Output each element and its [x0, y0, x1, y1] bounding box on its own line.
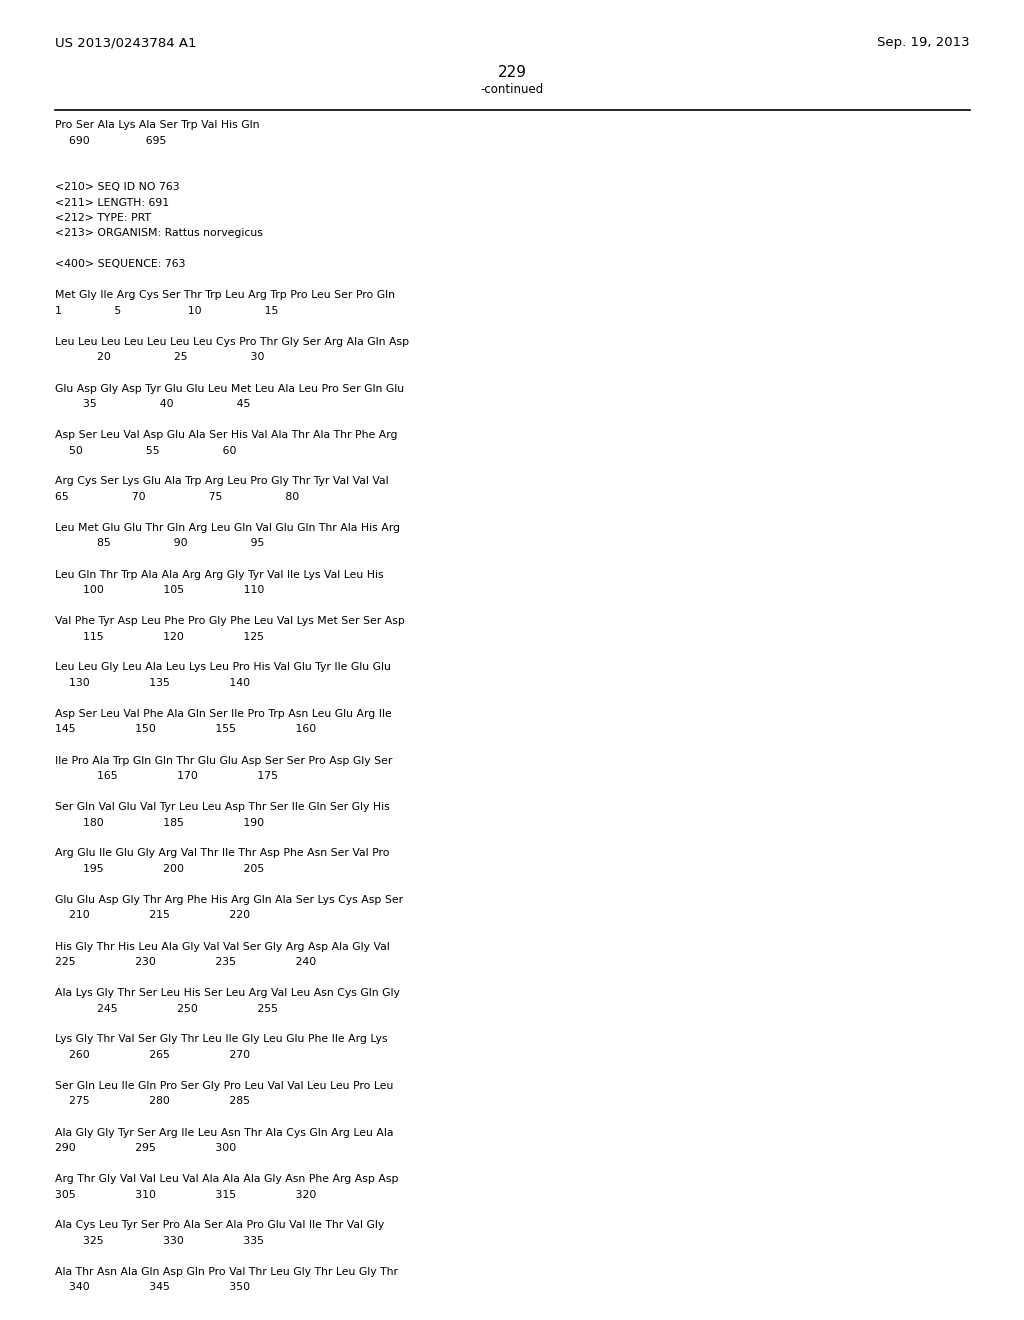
Text: 195                 200                 205: 195 200 205 — [55, 865, 264, 874]
Text: Ala Cys Leu Tyr Ser Pro Ala Ser Ala Pro Glu Val Ile Thr Val Gly: Ala Cys Leu Tyr Ser Pro Ala Ser Ala Pro … — [55, 1221, 384, 1230]
Text: Ala Lys Gly Thr Ser Leu His Ser Leu Arg Val Leu Asn Cys Gln Gly: Ala Lys Gly Thr Ser Leu His Ser Leu Arg … — [55, 987, 400, 998]
Text: Arg Cys Ser Lys Glu Ala Trp Arg Leu Pro Gly Thr Tyr Val Val Val: Arg Cys Ser Lys Glu Ala Trp Arg Leu Pro … — [55, 477, 389, 487]
Text: 100                 105                 110: 100 105 110 — [55, 585, 264, 595]
Text: Val Phe Tyr Asp Leu Phe Pro Gly Phe Leu Val Lys Met Ser Ser Asp: Val Phe Tyr Asp Leu Phe Pro Gly Phe Leu … — [55, 616, 404, 626]
Text: <210> SEQ ID NO 763: <210> SEQ ID NO 763 — [55, 182, 179, 191]
Text: Asp Ser Leu Val Phe Ala Gln Ser Ile Pro Trp Asn Leu Glu Arg Ile: Asp Ser Leu Val Phe Ala Gln Ser Ile Pro … — [55, 709, 392, 719]
Text: Asp Ser Leu Val Asp Glu Ala Ser His Val Ala Thr Ala Thr Phe Arg: Asp Ser Leu Val Asp Glu Ala Ser His Val … — [55, 430, 397, 440]
Text: 245                 250                 255: 245 250 255 — [55, 1003, 278, 1014]
Text: <212> TYPE: PRT: <212> TYPE: PRT — [55, 213, 151, 223]
Text: 229: 229 — [498, 65, 526, 81]
Text: <400> SEQUENCE: 763: <400> SEQUENCE: 763 — [55, 260, 185, 269]
Text: Glu Glu Asp Gly Thr Arg Phe His Arg Gln Ala Ser Lys Cys Asp Ser: Glu Glu Asp Gly Thr Arg Phe His Arg Gln … — [55, 895, 403, 906]
Text: 145                 150                 155                 160: 145 150 155 160 — [55, 725, 316, 734]
Text: Ile Pro Ala Trp Gln Gln Thr Glu Glu Asp Ser Ser Pro Asp Gly Ser: Ile Pro Ala Trp Gln Gln Thr Glu Glu Asp … — [55, 755, 392, 766]
Text: Sep. 19, 2013: Sep. 19, 2013 — [878, 36, 970, 49]
Text: His Gly Thr His Leu Ala Gly Val Val Ser Gly Arg Asp Ala Gly Val: His Gly Thr His Leu Ala Gly Val Val Ser … — [55, 941, 390, 952]
Text: 275                 280                 285: 275 280 285 — [55, 1097, 250, 1106]
Text: 340                 345                 350: 340 345 350 — [55, 1283, 250, 1292]
Text: Ser Gln Val Glu Val Tyr Leu Leu Asp Thr Ser Ile Gln Ser Gly His: Ser Gln Val Glu Val Tyr Leu Leu Asp Thr … — [55, 803, 390, 812]
Text: 50                  55                  60: 50 55 60 — [55, 446, 237, 455]
Text: Met Gly Ile Arg Cys Ser Thr Trp Leu Arg Trp Pro Leu Ser Pro Gln: Met Gly Ile Arg Cys Ser Thr Trp Leu Arg … — [55, 290, 395, 301]
Text: Leu Leu Leu Leu Leu Leu Leu Cys Pro Thr Gly Ser Arg Ala Gln Asp: Leu Leu Leu Leu Leu Leu Leu Cys Pro Thr … — [55, 337, 410, 347]
Text: 35                  40                  45: 35 40 45 — [55, 399, 251, 409]
Text: 260                 265                 270: 260 265 270 — [55, 1049, 250, 1060]
Text: 290                 295                 300: 290 295 300 — [55, 1143, 237, 1152]
Text: 305                 310                 315                 320: 305 310 315 320 — [55, 1189, 316, 1200]
Text: 1               5                   10                  15: 1 5 10 15 — [55, 306, 279, 315]
Text: Ala Gly Gly Tyr Ser Arg Ile Leu Asn Thr Ala Cys Gln Arg Leu Ala: Ala Gly Gly Tyr Ser Arg Ile Leu Asn Thr … — [55, 1127, 393, 1138]
Text: Leu Leu Gly Leu Ala Leu Lys Leu Pro His Val Glu Tyr Ile Glu Glu: Leu Leu Gly Leu Ala Leu Lys Leu Pro His … — [55, 663, 391, 672]
Text: 165                 170                 175: 165 170 175 — [55, 771, 278, 781]
Text: Glu Asp Gly Asp Tyr Glu Glu Leu Met Leu Ala Leu Pro Ser Gln Glu: Glu Asp Gly Asp Tyr Glu Glu Leu Met Leu … — [55, 384, 404, 393]
Text: 85                  90                  95: 85 90 95 — [55, 539, 264, 549]
Text: 690                695: 690 695 — [55, 136, 166, 145]
Text: 65                  70                  75                  80: 65 70 75 80 — [55, 492, 299, 502]
Text: 115                 120                 125: 115 120 125 — [55, 631, 264, 642]
Text: Arg Glu Ile Glu Gly Arg Val Thr Ile Thr Asp Phe Asn Ser Val Pro: Arg Glu Ile Glu Gly Arg Val Thr Ile Thr … — [55, 849, 389, 858]
Text: 225                 230                 235                 240: 225 230 235 240 — [55, 957, 316, 968]
Text: <213> ORGANISM: Rattus norvegicus: <213> ORGANISM: Rattus norvegicus — [55, 228, 263, 239]
Text: -continued: -continued — [480, 83, 544, 96]
Text: Pro Ser Ala Lys Ala Ser Trp Val His Gln: Pro Ser Ala Lys Ala Ser Trp Val His Gln — [55, 120, 259, 129]
Text: Lys Gly Thr Val Ser Gly Thr Leu Ile Gly Leu Glu Phe Ile Arg Lys: Lys Gly Thr Val Ser Gly Thr Leu Ile Gly … — [55, 1035, 387, 1044]
Text: 180                 185                 190: 180 185 190 — [55, 817, 264, 828]
Text: 130                 135                 140: 130 135 140 — [55, 678, 250, 688]
Text: 20                  25                  30: 20 25 30 — [55, 352, 264, 363]
Text: 210                 215                 220: 210 215 220 — [55, 911, 250, 920]
Text: Arg Thr Gly Val Val Leu Val Ala Ala Ala Gly Asn Phe Arg Asp Asp: Arg Thr Gly Val Val Leu Val Ala Ala Ala … — [55, 1173, 398, 1184]
Text: Ser Gln Leu Ile Gln Pro Ser Gly Pro Leu Val Val Leu Leu Pro Leu: Ser Gln Leu Ile Gln Pro Ser Gly Pro Leu … — [55, 1081, 393, 1092]
Text: Ala Thr Asn Ala Gln Asp Gln Pro Val Thr Leu Gly Thr Leu Gly Thr: Ala Thr Asn Ala Gln Asp Gln Pro Val Thr … — [55, 1267, 398, 1276]
Text: 325                 330                 335: 325 330 335 — [55, 1236, 264, 1246]
Text: Leu Gln Thr Trp Ala Ala Arg Arg Gly Tyr Val Ile Lys Val Leu His: Leu Gln Thr Trp Ala Ala Arg Arg Gly Tyr … — [55, 569, 384, 579]
Text: <211> LENGTH: 691: <211> LENGTH: 691 — [55, 198, 169, 207]
Text: Leu Met Glu Glu Thr Gln Arg Leu Gln Val Glu Gln Thr Ala His Arg: Leu Met Glu Glu Thr Gln Arg Leu Gln Val … — [55, 523, 400, 533]
Text: US 2013/0243784 A1: US 2013/0243784 A1 — [55, 36, 197, 49]
